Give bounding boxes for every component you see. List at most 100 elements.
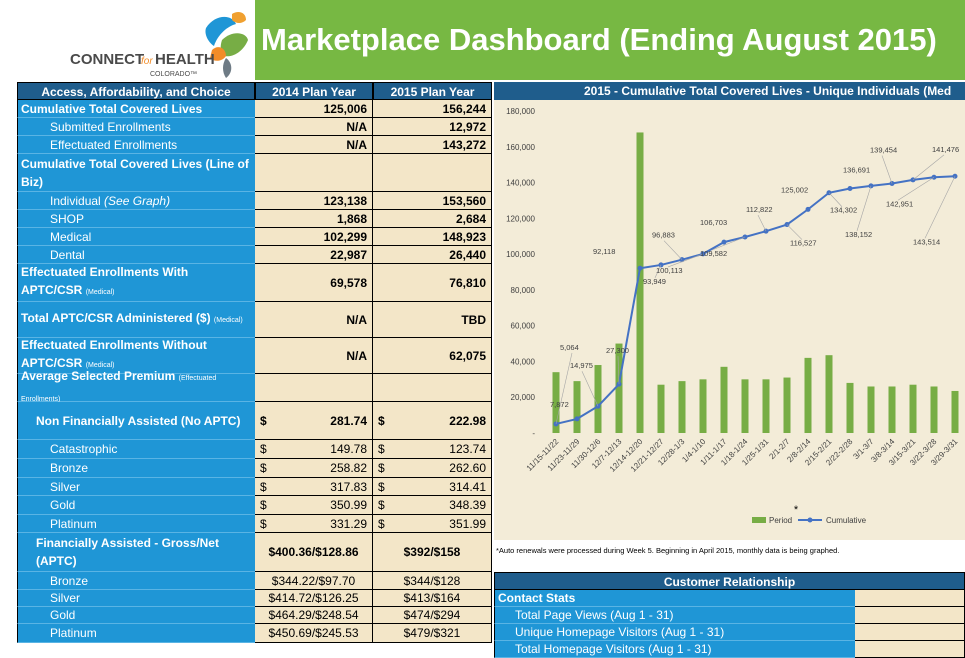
leader-line	[856, 185, 872, 231]
row-label: Gold	[17, 607, 255, 624]
data-label: 93,949	[643, 277, 666, 286]
row-label: Total Page Views (Aug 1 - 31)	[494, 607, 855, 624]
annotation: *	[794, 504, 799, 516]
row-label: Non Financially Assisted (No APTC)	[17, 402, 255, 440]
label-text: Gold	[50, 606, 75, 624]
value-cell: 123,138	[255, 192, 373, 210]
logo-leaf	[223, 58, 232, 78]
label-text: Gold	[50, 496, 75, 514]
section-label: Contact Stats	[494, 590, 855, 607]
y-tick-label: 160,000	[506, 143, 535, 152]
value-cell: $262.60	[373, 459, 492, 478]
label: Bronze	[50, 461, 89, 475]
logo-graphic: CONNECT for HEALTH COLORADO™	[70, 12, 248, 78]
currency-symbol: $	[260, 461, 267, 475]
label: Cumulative Total Covered Lives (Line of …	[21, 156, 249, 189]
value-cell: 102,299	[255, 228, 373, 246]
value-cell: $413/$164	[373, 590, 492, 607]
y-tick-label: 180,000	[506, 107, 535, 116]
value: 143,272	[442, 137, 486, 152]
label: SHOP	[50, 211, 85, 226]
line-marker	[637, 265, 643, 271]
data-label: 136,691	[843, 165, 870, 174]
bar	[951, 390, 959, 433]
label-note: (See Graph)	[104, 193, 171, 208]
label: Average Selected Premium	[21, 368, 176, 383]
value-cell: 69,578	[255, 264, 373, 302]
value-cell: $344/$128	[373, 572, 492, 590]
leader-line	[711, 236, 746, 251]
currency-symbol: $	[378, 516, 385, 531]
value-cell: 156,244	[373, 100, 492, 118]
label: Medical	[50, 229, 92, 244]
label: Silver	[50, 479, 81, 494]
line	[555, 175, 956, 425]
bar	[867, 386, 875, 433]
value: $414.72/$126.25	[268, 591, 359, 605]
value: 156,244	[442, 101, 486, 116]
y-tick-label: 140,000	[506, 179, 535, 188]
value-cell: $281.74	[255, 402, 373, 440]
value-cell: $414.72/$126.25	[255, 590, 373, 607]
bar	[657, 384, 665, 433]
column-header: 2014 Plan Year	[255, 82, 373, 100]
bar	[909, 384, 917, 433]
data-label: 96,883	[652, 231, 675, 240]
section-header: Customer Relationship	[494, 572, 965, 590]
row-label: Silver	[17, 478, 255, 496]
value-cell: 143,272	[373, 136, 492, 154]
currency-symbol: $	[260, 442, 267, 456]
line-marker	[805, 206, 811, 212]
leader-line	[581, 371, 599, 407]
label: Individual	[50, 193, 101, 208]
label-text: SHOP	[50, 210, 84, 228]
value-cell: $351.99	[373, 515, 492, 533]
legend-label: Period	[769, 516, 792, 525]
label: Gold	[50, 608, 76, 622]
data-label: 141,476	[932, 145, 959, 154]
label: Gold	[50, 498, 76, 512]
bar	[888, 386, 896, 433]
row-label: Total Homepage Visitors (Aug 1 - 31)	[494, 641, 855, 658]
row-label: Effectuated Enrollments With APTC/CSR (M…	[17, 264, 255, 302]
logo-text: HEALTH	[155, 51, 215, 68]
logo-leaf	[232, 12, 246, 23]
value-cell: 125,006	[255, 100, 373, 118]
value: $400.36/$128.86	[268, 545, 359, 559]
value-cell: $474/$294	[373, 607, 492, 624]
label-text: Medical	[50, 228, 91, 246]
legend-swatch	[807, 517, 813, 523]
label-text: Catastrophic	[50, 440, 117, 458]
value-cell: 148,923	[373, 228, 492, 246]
label-text: Dental	[50, 246, 85, 264]
label-text: Cumulative Total Covered Lives (Line of …	[21, 155, 252, 191]
logo-leaf	[210, 47, 226, 61]
value: 76,810	[449, 275, 486, 290]
amount: 281.74	[330, 413, 367, 428]
amount: 331.29	[330, 516, 367, 531]
row-label: SHOP	[17, 210, 255, 228]
data-label: 134,302	[830, 206, 857, 215]
value-cell	[855, 607, 965, 624]
y-tick-label: 20,000	[511, 393, 536, 402]
value: $344.22/$97.70	[271, 573, 356, 588]
label-note: (Medical)	[85, 289, 115, 296]
label-text: Total APTC/CSR Administered ($) (Medical…	[21, 309, 243, 330]
value: N/A	[346, 119, 367, 134]
line-marker	[574, 416, 580, 422]
leader-line	[924, 176, 956, 239]
label: Platinum	[50, 626, 97, 640]
value: 12,972	[449, 119, 486, 134]
data-label: 27,300	[606, 346, 629, 355]
value-cell	[255, 374, 373, 402]
value: $344/$128	[403, 573, 461, 588]
leader-line	[654, 264, 662, 279]
currency-symbol: $	[378, 413, 385, 428]
value: $474/$294	[403, 608, 461, 622]
value: 26,440	[449, 247, 486, 262]
value: N/A	[346, 348, 367, 363]
bar	[720, 366, 728, 433]
value: 148,923	[442, 229, 486, 244]
amount: 123.74	[449, 442, 486, 456]
